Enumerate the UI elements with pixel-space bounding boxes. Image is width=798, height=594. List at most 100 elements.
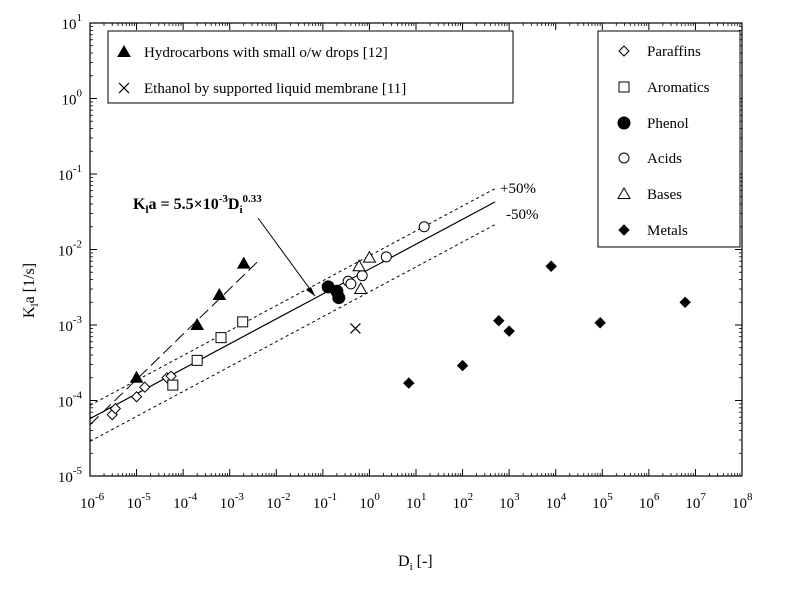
y-tick-label-base: 10 xyxy=(62,93,77,109)
y-axis-label-main: K xyxy=(21,306,38,318)
x-tick-label-base: 10 xyxy=(639,496,654,512)
point-paraffins xyxy=(139,381,151,393)
axis-ticks: 10-6 10-5 10-4 10-3 10-2 10-1 100 101 102 103 104 1… xyxy=(58,12,753,512)
legend-right-marker-1 xyxy=(618,81,630,93)
legend-left: Hydrocarbons with small o/w drops [12] E… xyxy=(107,30,514,104)
equation-arrow-head xyxy=(306,287,315,296)
y-tick-label-exp: -2 xyxy=(73,239,82,251)
point-acids xyxy=(356,270,368,282)
legend-right-label-1: Aromatics xyxy=(647,80,710,96)
y-tick-label-base: 10 xyxy=(58,395,73,411)
point-bases xyxy=(352,259,366,272)
x-tick-label-exp: 5 xyxy=(607,491,613,503)
x-tick-label-exp: -5 xyxy=(142,491,152,503)
x-tick-label-base: 10 xyxy=(592,496,607,512)
y-tick-label: 10-3 xyxy=(58,314,83,335)
y-tick-label-exp: -1 xyxy=(73,163,82,175)
legend-right-marker-5 xyxy=(618,224,630,236)
x-axis-label-unit: [-] xyxy=(413,553,433,570)
x-tick-label-exp: 3 xyxy=(514,491,520,503)
y-tick-label: 10-4 xyxy=(58,390,83,411)
fit-band-upper xyxy=(89,188,496,406)
equation-arrow-shaft xyxy=(257,217,316,297)
cross-stroke xyxy=(118,82,130,94)
x-axis-label-main: D xyxy=(398,553,410,570)
point-aromatics xyxy=(237,316,249,328)
point-bases xyxy=(353,281,368,294)
legend-right-label-4: Bases xyxy=(647,187,682,203)
x-tick-label: 10-5 xyxy=(127,491,152,512)
legend-left-box xyxy=(107,30,514,104)
equation-var-exp: 0.33 xyxy=(243,193,263,205)
point-phenol xyxy=(332,291,346,305)
point-metals xyxy=(493,314,505,327)
y-tick-label-exp: 0 xyxy=(77,88,83,100)
point-aromatics xyxy=(167,379,179,391)
legend-right-label-2: Phenol xyxy=(647,116,689,132)
x-tick-label-base: 10 xyxy=(313,496,328,512)
point-metals xyxy=(403,377,415,389)
x-tick-label-exp: -3 xyxy=(235,491,245,503)
x-tick-label: 104 xyxy=(546,491,567,512)
x-tick-label: 10-6 xyxy=(80,491,105,512)
legend-right: Paraffins Aromatics Phenol Acids Bases M… xyxy=(597,30,741,248)
y-tick-label: 10-1 xyxy=(58,163,82,184)
y-tick-label-exp: -3 xyxy=(73,314,83,326)
point-hydrocarbons-with-small-o-w-drops-12 xyxy=(129,370,144,383)
equation-lhs-main: K xyxy=(133,196,146,213)
point-metals xyxy=(456,359,469,372)
y-tick-label-exp: -5 xyxy=(73,465,83,477)
point-bases xyxy=(362,250,377,263)
cross-stroke xyxy=(349,323,361,334)
legend-left-label-0: Hydrocarbons with small o/w drops [12] xyxy=(144,45,388,61)
point-paraffins xyxy=(109,402,122,415)
x-tick-label: 101 xyxy=(406,491,427,512)
x-tick-label: 10-2 xyxy=(266,491,290,512)
legend-right-marker-2 xyxy=(617,116,631,130)
legend-right-marker-3 xyxy=(618,152,630,164)
x-tick-label-base: 10 xyxy=(127,496,142,512)
legend-right-marker-4 xyxy=(617,186,631,199)
x-tick-label-base: 10 xyxy=(359,496,374,512)
legend-right-label-0: Paraffins xyxy=(647,44,701,60)
point-acids xyxy=(418,221,430,233)
legend-right-marker-0 xyxy=(618,45,630,57)
x-tick-label-base: 10 xyxy=(546,496,561,512)
point-metals xyxy=(594,317,606,329)
x-tick-label-base: 10 xyxy=(80,496,95,512)
x-tick-label-exp: -1 xyxy=(328,491,337,503)
fit-annotations: +50% -50% Kla = 5.5×10-3Di0.33 xyxy=(133,181,539,297)
legend-right-label-5: Metals xyxy=(647,223,688,239)
data-points xyxy=(106,221,691,421)
legend-right-label-3: Acids xyxy=(647,151,682,167)
x-tick-label-base: 10 xyxy=(499,496,514,512)
y-axis-label: Kla [1/s] xyxy=(21,263,41,318)
x-tick-label: 108 xyxy=(732,491,753,512)
point-acids xyxy=(345,278,357,290)
point-paraffins xyxy=(130,391,143,403)
y-axis-label-sub: l xyxy=(29,303,41,306)
y-tick-label-base: 10 xyxy=(58,470,73,486)
point-acids xyxy=(380,251,392,263)
x-tick-label: 10-4 xyxy=(173,491,198,512)
y-axis-label-unit: a [1/s] xyxy=(21,263,38,303)
band-label-lower: -50% xyxy=(506,207,539,223)
legend-right-markers xyxy=(617,45,631,236)
x-tick-label: 10-3 xyxy=(220,491,245,512)
x-tick-label-base: 10 xyxy=(266,496,281,512)
equation-lhs-sub: l xyxy=(145,204,148,216)
equation-coef-exp: -3 xyxy=(219,193,229,205)
legend-left-marker-0 xyxy=(117,44,131,57)
y-tick-label-base: 10 xyxy=(62,17,77,33)
point-hydrocarbons-with-small-o-w-drops-12 xyxy=(236,256,251,269)
x-tick-label-base: 10 xyxy=(406,496,421,512)
x-tick-label: 102 xyxy=(453,491,474,512)
y-tick-label: 101 xyxy=(62,12,83,33)
point-hydrocarbons-with-small-o-w-drops-12 xyxy=(190,317,205,330)
x-axis-label: Di [-] xyxy=(398,553,433,573)
x-tick-label-exp: 8 xyxy=(747,491,753,503)
y-tick-label-base: 10 xyxy=(58,319,73,335)
point-metals xyxy=(503,325,515,337)
point-metals xyxy=(545,260,557,272)
y-tick-label: 100 xyxy=(62,88,83,109)
